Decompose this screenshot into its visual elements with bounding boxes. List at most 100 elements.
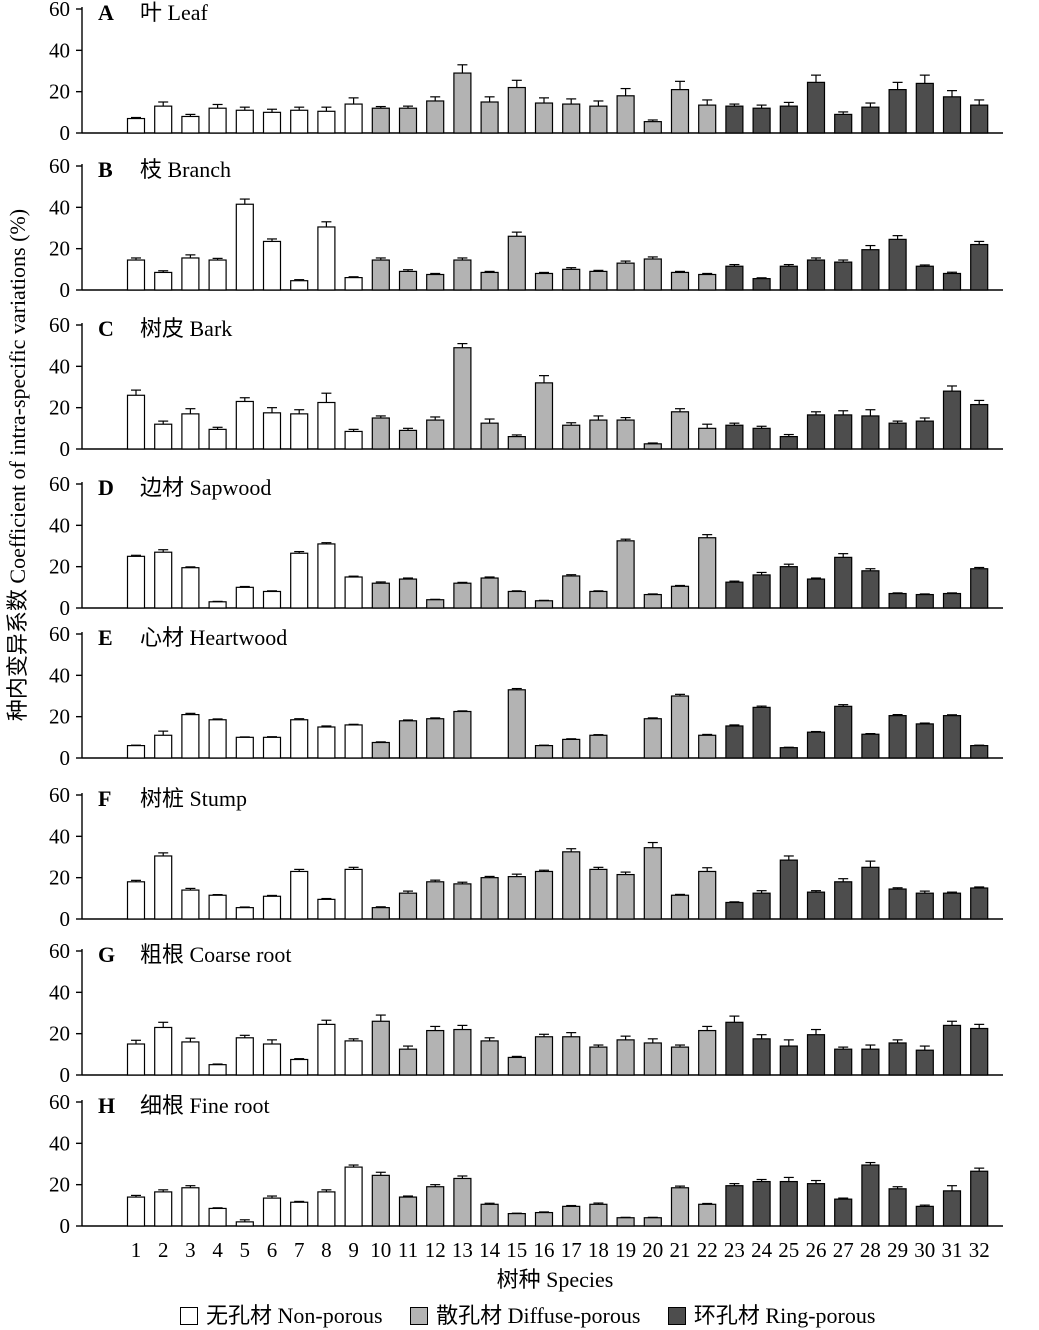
bar	[834, 113, 853, 134]
bar	[589, 734, 608, 759]
legend-swatch-ring-porous	[667, 1307, 686, 1325]
y-tick-label: 60	[49, 783, 70, 807]
bar	[534, 102, 554, 134]
bar	[861, 1048, 880, 1076]
bar	[262, 590, 282, 609]
bar	[970, 887, 989, 920]
bar	[262, 111, 282, 134]
bar	[670, 585, 690, 609]
y-tick-label: 40	[49, 824, 70, 848]
bar	[861, 415, 880, 450]
bar	[126, 1196, 146, 1227]
y-tick-label: 40	[49, 980, 70, 1004]
bar	[752, 107, 771, 134]
bar	[888, 238, 907, 291]
y-tick-label: 20	[49, 80, 70, 104]
panel-letter: E	[98, 625, 113, 650]
bar	[970, 1027, 989, 1076]
panel-letter: D	[98, 475, 114, 500]
bar	[562, 424, 581, 450]
bar	[344, 103, 363, 134]
bar	[834, 1048, 853, 1076]
bar	[126, 1043, 146, 1076]
bar	[371, 1020, 390, 1076]
bar	[861, 570, 880, 609]
bar	[290, 280, 309, 291]
y-axis-label-box: 种内变异系数 Coefficient of intra-specific var…	[5, 209, 30, 721]
bar	[344, 277, 363, 291]
x-tick-label: 23	[724, 1238, 745, 1260]
bar	[834, 556, 853, 609]
bar	[453, 1028, 472, 1076]
bar	[181, 413, 200, 450]
x-tick-label: 13	[452, 1238, 473, 1260]
bar	[806, 414, 826, 450]
bar	[589, 1046, 608, 1076]
bar	[589, 270, 608, 291]
bar	[398, 1196, 418, 1227]
panel-e: 0 20 40 60 E 心材 Heartwood	[49, 622, 1003, 770]
bar	[562, 738, 581, 759]
bar	[698, 273, 717, 291]
bar	[534, 744, 554, 759]
x-tick-label: 16	[534, 1238, 555, 1260]
bar	[480, 422, 499, 450]
bar	[806, 578, 826, 609]
bar	[262, 895, 282, 920]
bar	[154, 734, 173, 759]
bar	[861, 249, 880, 291]
x-tick-label: 31	[942, 1238, 963, 1260]
bar	[670, 88, 690, 134]
bar	[562, 575, 581, 609]
bar	[507, 86, 526, 134]
bar	[970, 243, 989, 291]
bar	[942, 892, 962, 920]
bar	[208, 719, 227, 759]
bar	[480, 1203, 499, 1227]
legend: 无孔材 Non-porous 散孔材 Diffuse-porous 环孔材 Ri…	[180, 1298, 897, 1330]
panels: 0 20 40 60 A 叶 Leaf 0 20 40 60 B 枝 Branch 0 20 40 60 C 树皮…	[49, 0, 1003, 1238]
bar	[725, 901, 744, 920]
bar	[453, 72, 472, 134]
bar	[154, 551, 173, 609]
bar	[806, 81, 826, 134]
bar	[806, 259, 826, 291]
bar	[290, 870, 309, 920]
legend-swatch-diffuse-porous	[410, 1307, 429, 1325]
bar	[643, 593, 662, 609]
bar	[262, 1197, 282, 1227]
bar	[290, 413, 309, 450]
bar	[154, 855, 173, 920]
bar	[725, 1185, 744, 1227]
bar	[534, 1036, 554, 1076]
bar	[562, 1036, 581, 1076]
panel-title: 树皮 Bark	[140, 316, 232, 341]
bar	[806, 891, 826, 920]
y-tick-label: 0	[60, 1063, 71, 1087]
panel-title: 细根 Fine root	[140, 1093, 270, 1118]
y-tick-label: 60	[49, 313, 70, 337]
bar	[942, 1190, 962, 1227]
bar	[235, 907, 254, 920]
x-tick-label: 26	[806, 1238, 827, 1260]
bar	[779, 566, 798, 609]
legend-label-non-porous: 无孔材 Non-porous	[206, 1303, 383, 1328]
bar	[453, 582, 472, 609]
y-tick-label: 20	[49, 705, 70, 729]
bar	[806, 1034, 826, 1076]
panel-letter: A	[98, 0, 114, 25]
panel-title: 枝 Branch	[140, 157, 231, 182]
bar	[426, 599, 445, 609]
bar	[888, 715, 907, 759]
bar	[861, 733, 880, 759]
bar	[616, 95, 635, 134]
bar	[942, 96, 962, 134]
x-tick-label: 5	[240, 1238, 251, 1260]
bar	[752, 574, 771, 609]
x-tick-label: 4	[212, 1238, 223, 1260]
bar	[915, 265, 934, 291]
bar	[426, 1029, 445, 1076]
panel-title: 边材 Sapwood	[140, 475, 271, 500]
legend-label-ring-porous: 环孔材 Ring-porous	[693, 1303, 876, 1328]
